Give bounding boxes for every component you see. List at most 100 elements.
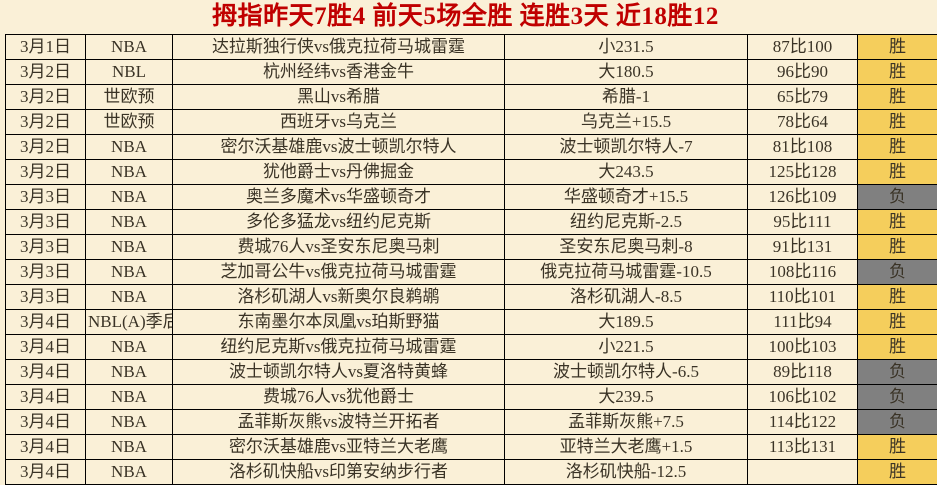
cell-line: 波士顿凯尔特人-7 — [505, 135, 748, 160]
cell-score: 113比131 — [748, 435, 858, 460]
cell-score — [748, 460, 858, 485]
status-badge: 负 — [858, 385, 937, 410]
cell-date: 3月4日 — [6, 335, 86, 360]
status-badge: 胜 — [858, 210, 937, 235]
cell-league: NBA — [86, 385, 173, 410]
cell-match: 西班牙vs乌克兰 — [173, 110, 505, 135]
cell-score: 95比111 — [748, 210, 858, 235]
status-badge: 胜 — [858, 35, 937, 60]
cell-line: 圣安东尼奥马刺-8 — [505, 235, 748, 260]
status-badge: 胜 — [858, 285, 937, 310]
cell-date: 3月3日 — [6, 210, 86, 235]
cell-match: 芝加哥公牛vs俄克拉荷马城雷霆 — [173, 260, 505, 285]
cell-score: 108比116 — [748, 260, 858, 285]
cell-score: 91比131 — [748, 235, 858, 260]
cell-match: 洛杉矶湖人vs新奥尔良鹈鹕 — [173, 285, 505, 310]
cell-score: 81比108 — [748, 135, 858, 160]
status-badge: 负 — [858, 360, 937, 385]
cell-match: 费城76人vs犹他爵士 — [173, 385, 505, 410]
cell-match: 达拉斯独行侠vs俄克拉荷马城雷霆 — [173, 35, 505, 60]
cell-match: 密尔沃基雄鹿vs亚特兰大老鹰 — [173, 435, 505, 460]
cell-line: 亚特兰大老鹰+1.5 — [505, 435, 748, 460]
cell-date: 3月3日 — [6, 235, 86, 260]
cell-league: 世欧预 — [86, 110, 173, 135]
cell-score: 96比90 — [748, 60, 858, 85]
cell-date: 3月3日 — [6, 185, 86, 210]
status-badge: 胜 — [858, 160, 937, 185]
cell-match: 多伦多猛龙vs纽约尼克斯 — [173, 210, 505, 235]
cell-line: 希腊-1 — [505, 85, 748, 110]
cell-league: NBA — [86, 135, 173, 160]
cell-match: 犹他爵士vs丹佛掘金 — [173, 160, 505, 185]
cell-league: NBA — [86, 35, 173, 60]
cell-match: 密尔沃基雄鹿vs波士顿凯尔特人 — [173, 135, 505, 160]
cell-score: 78比64 — [748, 110, 858, 135]
cell-date: 3月4日 — [6, 435, 86, 460]
cell-league: NBA — [86, 235, 173, 260]
status-badge: 胜 — [858, 435, 937, 460]
cell-score: 110比101 — [748, 285, 858, 310]
cell-match: 洛杉矶快船vs印第安纳步行者 — [173, 460, 505, 485]
cell-line: 洛杉矶湖人-8.5 — [505, 285, 748, 310]
cell-score: 106比102 — [748, 385, 858, 410]
cell-line: 小231.5 — [505, 35, 748, 60]
cell-score: 114比122 — [748, 410, 858, 435]
status-badge: 负 — [858, 410, 937, 435]
cell-line: 孟菲斯灰熊+7.5 — [505, 410, 748, 435]
status-badge: 胜 — [858, 110, 937, 135]
cell-score: 125比128 — [748, 160, 858, 185]
cell-match: 孟菲斯灰熊vs波特兰开拓者 — [173, 410, 505, 435]
cell-line: 大180.5 — [505, 60, 748, 85]
cell-line: 华盛顿奇才+15.5 — [505, 185, 748, 210]
cell-score: 87比100 — [748, 35, 858, 60]
cell-match: 黑山vs希腊 — [173, 85, 505, 110]
cell-score: 126比109 — [748, 185, 858, 210]
cell-line: 小221.5 — [505, 335, 748, 360]
cell-date: 3月2日 — [6, 85, 86, 110]
cell-match: 波士顿凯尔特人vs夏洛特黄蜂 — [173, 360, 505, 385]
cell-date: 3月4日 — [6, 385, 86, 410]
cell-match: 纽约尼克斯vs俄克拉荷马城雷霆 — [173, 335, 505, 360]
status-badge: 胜 — [858, 135, 937, 160]
status-badge: 负 — [858, 260, 937, 285]
cell-date: 3月2日 — [6, 110, 86, 135]
cell-date: 3月4日 — [6, 460, 86, 485]
cell-match: 费城76人vs圣安东尼奥马刺 — [173, 235, 505, 260]
cell-league: NBA — [86, 285, 173, 310]
cell-date: 3月3日 — [6, 260, 86, 285]
cell-league: NBA — [86, 210, 173, 235]
cell-line: 乌克兰+15.5 — [505, 110, 748, 135]
cell-match: 杭州经纬vs香港金牛 — [173, 60, 505, 85]
status-badge: 胜 — [858, 60, 937, 85]
cell-league: NBL — [86, 60, 173, 85]
cell-match: 东南墨尔本凤凰vs珀斯野猫 — [173, 310, 505, 335]
cell-line: 大243.5 — [505, 160, 748, 185]
cell-date: 3月2日 — [6, 160, 86, 185]
status-badge: 胜 — [858, 310, 937, 335]
cell-league: NBA — [86, 460, 173, 485]
cell-league: NBA — [86, 185, 173, 210]
cell-league: 世欧预 — [86, 85, 173, 110]
cell-league: NBA — [86, 435, 173, 460]
cell-league: NBA — [86, 410, 173, 435]
cell-line: 俄克拉荷马城雷霆-10.5 — [505, 260, 748, 285]
cell-score: 89比118 — [748, 360, 858, 385]
